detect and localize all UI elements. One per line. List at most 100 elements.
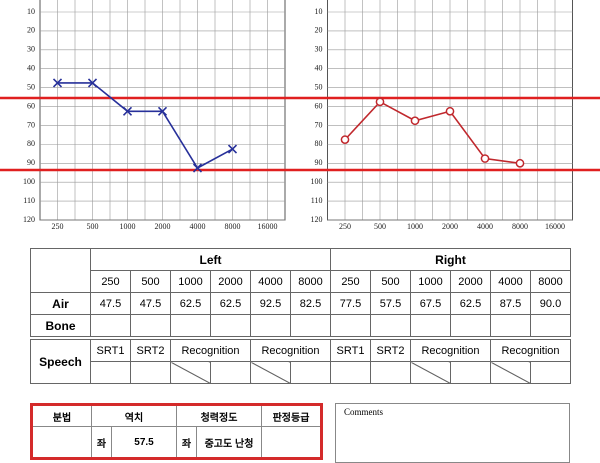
bone-value xyxy=(490,314,531,337)
air-value: 47.5 xyxy=(130,292,171,315)
y-tick-label: 80 xyxy=(27,139,35,148)
frequency-cell: 8000 xyxy=(530,270,571,293)
x-tick-label: 2000 xyxy=(442,222,458,231)
bone-value xyxy=(450,314,491,337)
bone-value xyxy=(330,314,371,337)
summary-cell xyxy=(261,426,322,459)
y-tick-label: 90 xyxy=(315,158,323,167)
y-tick-label: 100 xyxy=(23,177,35,186)
air-value: 92.5 xyxy=(250,292,291,315)
table-row: Left Right xyxy=(30,248,571,293)
y-tick-label: 80 xyxy=(315,139,323,148)
y-tick-label: 120 xyxy=(23,215,35,224)
x-tick-label: 2000 xyxy=(155,222,171,231)
x-tick-label: 4000 xyxy=(190,222,206,231)
marker xyxy=(122,106,133,116)
speech-header: Recognition xyxy=(490,339,571,362)
table-row: 좌 57.5 좌 중고도 난청 xyxy=(31,426,322,459)
bone-value xyxy=(130,314,171,337)
x-tick-label: 16000 xyxy=(258,222,278,231)
x-tick-label: 8000 xyxy=(512,222,528,231)
frequency-cell: 2000 xyxy=(450,270,491,293)
audiograms: 10 20 30 40 50 60 70 80 90 100 110 120 250 500 1000 200… xyxy=(0,0,600,231)
air-value: 62.5 xyxy=(450,292,491,315)
frequency-cell: 250 xyxy=(330,270,371,293)
frequency-cell: 4000 xyxy=(250,270,291,293)
summary-cell: 좌 xyxy=(176,426,197,459)
y-tick-label: 10 xyxy=(27,7,35,16)
speech-value xyxy=(130,361,171,384)
row-label: Bone xyxy=(30,314,91,337)
y-tick-label: 10 xyxy=(315,7,323,16)
bone-value xyxy=(370,314,411,337)
air-value: 67.5 xyxy=(410,292,451,315)
bone-value xyxy=(290,314,331,337)
speech-value xyxy=(90,361,131,384)
bone-value xyxy=(170,314,211,337)
y-tick-label: 30 xyxy=(27,45,35,54)
y-tick-label: 90 xyxy=(27,158,35,167)
bone-value xyxy=(250,314,291,337)
x-tick-label: 8000 xyxy=(225,222,241,231)
speech-value xyxy=(170,361,211,384)
summary-cell: 중고도 난청 xyxy=(196,426,262,459)
speech-value xyxy=(530,361,571,384)
marker xyxy=(157,106,168,116)
y-tick-label: 110 xyxy=(311,196,323,205)
speech-header: Recognition xyxy=(250,339,331,362)
results-table: Left Right 250 500 1000 2000 4000 8000 250 500 100… xyxy=(30,248,571,384)
y-tick-label: 40 xyxy=(27,64,35,73)
y-tick-label: 120 xyxy=(311,215,323,224)
row-label: Air xyxy=(30,292,91,315)
table-row: 250 500 1000 2000 4000 8000 250 500 1000 2000 4000… xyxy=(31,270,571,293)
x-tick-label: 250 xyxy=(52,222,64,231)
marker xyxy=(445,106,455,116)
y-tick-label: 50 xyxy=(27,82,35,91)
frequency-cell: 8000 xyxy=(290,270,331,293)
table-row xyxy=(31,361,571,384)
air-value: 82.5 xyxy=(290,292,331,315)
air-value: 87.5 xyxy=(490,292,531,315)
side-header: Right xyxy=(330,248,571,271)
air-value: 62.5 xyxy=(210,292,251,315)
table-row: Speech SRT1 SRT2 Recognition Recognition SRT1… xyxy=(30,339,571,384)
grid xyxy=(39,0,573,221)
x-tick-label: 500 xyxy=(374,222,386,231)
y-tick-label: 110 xyxy=(23,196,35,205)
summary-table: 분법 역치 청력정도 판정등급 좌 57.5 좌 중고도 난청 xyxy=(30,403,323,460)
marker xyxy=(87,78,98,88)
x-tick-label: 1000 xyxy=(407,222,423,231)
air-value: 62.5 xyxy=(170,292,211,315)
speech-header: SRT1 xyxy=(90,339,131,362)
table-row: 분법 역치 청력정도 판정등급 xyxy=(31,404,322,427)
summary-cell xyxy=(31,426,92,459)
y-tick-label: 60 xyxy=(27,101,35,110)
air-value: 77.5 xyxy=(330,292,371,315)
corner-cell xyxy=(30,248,91,293)
speech-header: SRT1 xyxy=(330,339,371,362)
side-header: Left xyxy=(90,248,331,271)
x-tick-label: 16000 xyxy=(545,222,565,231)
marker xyxy=(52,78,63,88)
speech-value xyxy=(210,361,251,384)
bone-value xyxy=(210,314,251,337)
y-tick-label: 70 xyxy=(27,120,35,129)
y-tick-label: 100 xyxy=(311,177,323,186)
speech-value xyxy=(250,361,291,384)
frequency-cell: 1000 xyxy=(170,270,211,293)
speech-value xyxy=(410,361,451,384)
air-value: 57.5 xyxy=(370,292,411,315)
marker xyxy=(340,135,350,144)
marker xyxy=(480,154,490,163)
series-line xyxy=(344,100,521,165)
speech-header: Recognition xyxy=(410,339,491,362)
comments-label: Comments xyxy=(344,407,384,417)
y-tick-label: 60 xyxy=(315,101,323,110)
bone-value xyxy=(530,314,571,337)
marker xyxy=(375,97,385,107)
table-row: Bone xyxy=(30,314,571,337)
y-tick-label: 40 xyxy=(315,64,323,73)
x-tick-label: 4000 xyxy=(477,222,493,231)
speech-value xyxy=(490,361,531,384)
x-tick-label: 500 xyxy=(87,222,99,231)
